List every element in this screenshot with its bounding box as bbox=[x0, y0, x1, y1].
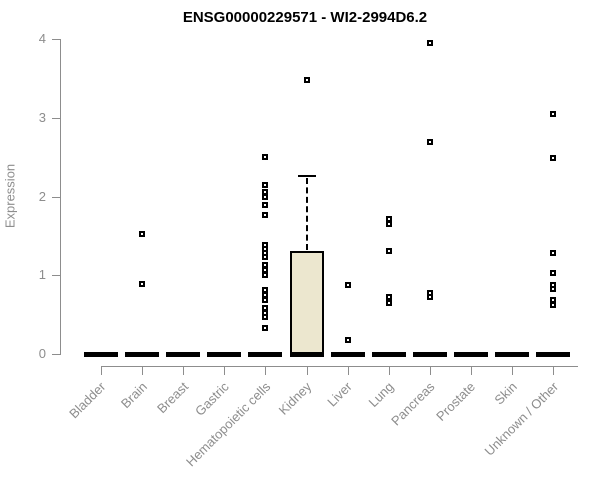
median-bar bbox=[125, 352, 160, 357]
median-bar bbox=[207, 352, 242, 357]
y-tick-label: 0 bbox=[38, 346, 46, 361]
x-tick bbox=[470, 366, 472, 375]
x-tick-label: Pancreas bbox=[387, 379, 438, 429]
median-bar bbox=[330, 352, 365, 357]
chart-title: ENSG00000229571 - WI2-2994D6.2 bbox=[182, 9, 428, 26]
median-bar bbox=[536, 352, 571, 357]
x-tick bbox=[306, 366, 308, 375]
data-point bbox=[550, 250, 557, 257]
whisker-cap bbox=[297, 175, 316, 178]
data-point bbox=[385, 299, 392, 306]
x-tick bbox=[388, 366, 390, 375]
x-tick bbox=[183, 366, 185, 375]
x-tick-label: Liver bbox=[324, 379, 356, 410]
x-tick-label: Brain bbox=[117, 379, 150, 412]
data-point bbox=[426, 39, 433, 46]
data-point bbox=[262, 202, 269, 209]
y-tick-label: 1 bbox=[38, 267, 46, 283]
y-tick-label: 2 bbox=[38, 188, 46, 204]
x-tick bbox=[101, 366, 102, 375]
data-point bbox=[426, 139, 433, 146]
x-tick-label: Kidney bbox=[275, 379, 315, 418]
data-point bbox=[344, 282, 351, 289]
x-axis-line bbox=[101, 366, 578, 367]
median-bar bbox=[412, 352, 447, 357]
y-tick bbox=[52, 354, 60, 355]
data-point bbox=[550, 154, 557, 161]
data-point bbox=[139, 230, 146, 237]
x-tick-label: Unknown / Other bbox=[481, 379, 561, 459]
median-bar bbox=[371, 352, 406, 357]
data-point bbox=[262, 254, 269, 261]
median-bar bbox=[248, 352, 283, 357]
data-point bbox=[385, 215, 392, 222]
x-tick bbox=[224, 366, 226, 375]
median-bar bbox=[166, 352, 201, 357]
y-axis-line bbox=[60, 39, 61, 355]
data-point bbox=[550, 302, 557, 309]
median-bar bbox=[453, 352, 488, 357]
data-point bbox=[550, 110, 557, 117]
y-tick bbox=[52, 117, 60, 119]
y-tick-label: 3 bbox=[38, 109, 46, 125]
x-tick bbox=[142, 366, 144, 375]
x-tick-label: Prostate bbox=[433, 379, 479, 424]
data-point bbox=[426, 294, 433, 301]
y-tick bbox=[52, 275, 60, 277]
y-tick bbox=[52, 196, 60, 198]
data-point bbox=[550, 269, 557, 276]
y-axis-label: Expression bbox=[2, 163, 18, 229]
data-point bbox=[303, 76, 310, 83]
x-tick bbox=[512, 366, 513, 375]
data-point bbox=[139, 280, 146, 287]
data-point bbox=[385, 221, 392, 228]
x-tick-label: Skin bbox=[491, 379, 520, 408]
data-point bbox=[262, 181, 269, 188]
x-tick bbox=[347, 366, 349, 375]
x-tick-label: Bladder bbox=[66, 379, 109, 422]
data-point bbox=[262, 325, 269, 331]
data-point bbox=[262, 272, 269, 279]
boxplot-box bbox=[289, 250, 324, 354]
data-point bbox=[262, 154, 269, 161]
data-point bbox=[262, 211, 269, 218]
x-tick bbox=[429, 366, 431, 375]
median-bar bbox=[289, 352, 324, 357]
median-bar bbox=[84, 352, 118, 357]
median-bar bbox=[495, 352, 529, 357]
data-point bbox=[385, 247, 392, 254]
data-point bbox=[550, 285, 557, 292]
data-point bbox=[262, 266, 269, 273]
x-tick-label: Breast bbox=[153, 379, 191, 417]
y-tick-label: 4 bbox=[38, 31, 46, 46]
x-tick bbox=[265, 366, 267, 375]
y-tick bbox=[52, 39, 60, 40]
whisker bbox=[305, 178, 308, 250]
data-point bbox=[344, 336, 351, 343]
x-tick-label: Lung bbox=[365, 379, 397, 411]
data-point bbox=[262, 313, 269, 320]
data-point bbox=[385, 294, 392, 301]
data-point bbox=[262, 296, 269, 303]
x-tick bbox=[553, 366, 555, 375]
data-point bbox=[262, 193, 269, 200]
